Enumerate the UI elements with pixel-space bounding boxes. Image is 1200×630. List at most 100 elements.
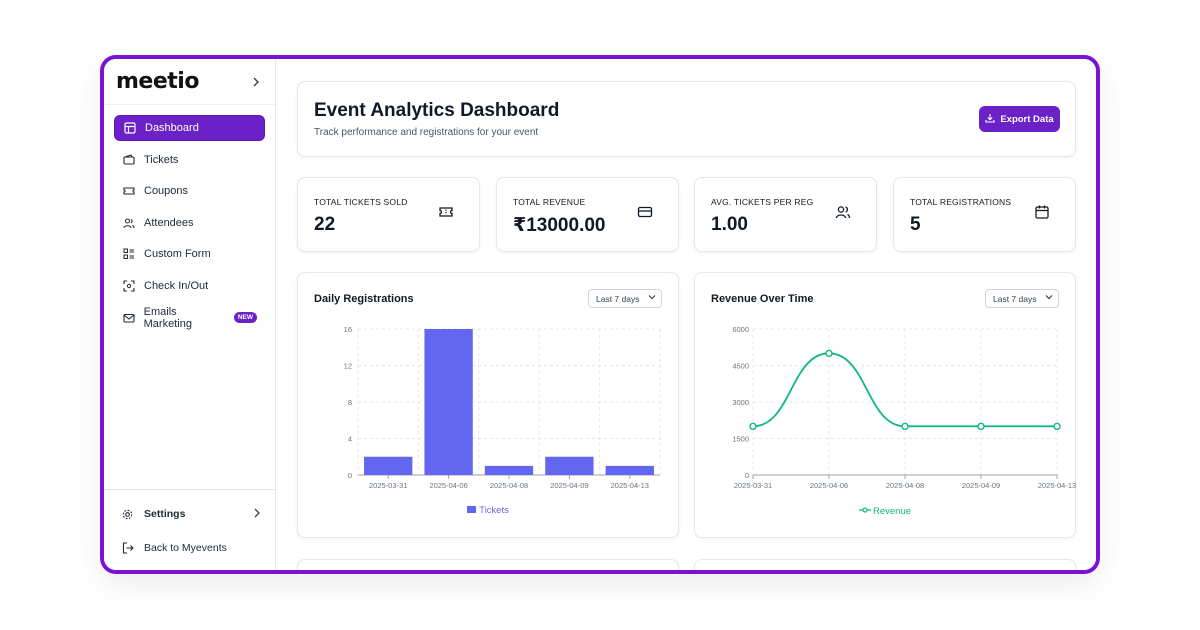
stat-card-tickets-sold: TOTAL TICKETS SOLD 22 — [297, 177, 480, 252]
y-tick-label: 12 — [344, 362, 352, 371]
sidebar: meetio Dashboard Tickets — [104, 59, 276, 570]
stat-label: TOTAL REGISTRATIONS — [910, 197, 1012, 207]
sidebar-item-custom-form[interactable]: Custom Form — [114, 241, 265, 267]
revenue-over-time-card: Revenue Over Time Last 7 days 0 1500 3000 4… — [694, 272, 1076, 538]
stat-card-avg-tickets: AVG. TICKETS PER REG 1.00 — [694, 177, 877, 252]
stat-value: ₹13000.00 — [513, 215, 606, 236]
registrations-bar-chart: 0 4 8 12 16 2025-03-31 2025-04-06 2025-04-08 202… — [344, 325, 661, 490]
x-tick-label: 2025-03-31 — [369, 481, 407, 490]
credit-card-icon — [637, 204, 653, 220]
back-label: Back to Myevents — [144, 542, 227, 554]
y-tick-label: 0 — [745, 471, 749, 480]
chart-title: Revenue Over Time — [711, 293, 814, 305]
x-tick-label: 2025-03-31 — [734, 481, 772, 490]
bar — [484, 465, 534, 475]
gear-icon — [122, 509, 134, 520]
bar — [605, 465, 654, 475]
legend-line-marker-icon — [858, 505, 871, 516]
sidebar-nav: Dashboard Tickets Coupons Attendees — [104, 105, 275, 331]
data-point — [901, 422, 909, 431]
stat-value: 1.00 — [711, 214, 748, 235]
select-value: Last 7 days — [993, 293, 1037, 304]
x-tick-label: 2025-04-06 — [429, 481, 467, 490]
page-title: Event Analytics Dashboard — [314, 100, 560, 121]
sidebar-item-emails-marketing[interactable]: Emails Marketing NEW — [114, 305, 265, 331]
x-tick-label: 2025-04-08 — [886, 481, 924, 490]
revenue-line-chart: 0 1500 3000 4500 6000 2025-03-31 2025-04-06 202… — [732, 325, 1076, 490]
calendar-icon — [1034, 204, 1050, 220]
settings-label: Settings — [144, 508, 186, 520]
app-logo[interactable]: meetio — [116, 69, 199, 94]
data-point — [1053, 422, 1061, 431]
y-tick-label: 0 — [348, 471, 352, 480]
sidebar-item-dashboard[interactable]: Dashboard — [114, 115, 265, 141]
x-tick-label: 2025-04-06 — [810, 481, 848, 490]
ticket-icon — [438, 204, 454, 220]
daily-registrations-card: Daily Registrations Last 7 days 0 4 8 12 16 2… — [297, 272, 679, 538]
scan-icon — [122, 279, 136, 293]
bar — [364, 456, 413, 475]
x-tick-label: 2025-04-13 — [1038, 481, 1076, 490]
y-tick-label: 4500 — [732, 362, 749, 371]
legend-swatch — [467, 506, 477, 513]
sidebar-header: meetio — [104, 59, 275, 105]
y-tick-label: 16 — [344, 325, 352, 334]
back-to-myevents-link[interactable]: Back to Myevents — [122, 538, 261, 558]
new-badge: NEW — [233, 312, 257, 324]
bar — [424, 329, 473, 475]
chart-title: Daily Registrations — [314, 293, 414, 305]
x-tick-label: 2025-04-09 — [962, 481, 1000, 490]
stat-card-registrations: TOTAL REGISTRATIONS 5 — [893, 177, 1076, 252]
wallet-icon — [122, 153, 136, 167]
stat-value: 22 — [314, 214, 336, 235]
sidebar-item-label: Dashboard — [145, 122, 199, 134]
sidebar-item-coupons[interactable]: Coupons — [114, 178, 265, 204]
bar — [545, 456, 594, 475]
stat-card-revenue: TOTAL REVENUE ₹13000.00 — [496, 177, 679, 252]
sidebar-item-label: Emails Marketing — [143, 305, 192, 330]
stat-label: TOTAL REVENUE — [513, 197, 586, 207]
sidebar-item-attendees[interactable]: Attendees — [114, 210, 265, 236]
y-tick-label: 8 — [348, 398, 352, 407]
chevron-down-icon — [1045, 293, 1053, 303]
bottom-card-right — [694, 559, 1076, 570]
legend-label[interactable]: Revenue — [872, 506, 912, 517]
coupon-icon — [122, 184, 136, 198]
logout-icon — [122, 542, 134, 554]
y-tick-label: 3000 — [732, 398, 749, 407]
download-icon — [985, 113, 995, 126]
settings-button[interactable]: Settings — [122, 504, 261, 524]
chevron-down-icon — [648, 293, 656, 303]
form-list-icon — [122, 247, 136, 261]
revenue-range-select[interactable]: Last 7 days — [985, 289, 1059, 308]
chevron-right-icon — [253, 508, 261, 521]
revenue-series-line — [752, 352, 1057, 428]
export-data-button[interactable]: Export Data — [979, 106, 1060, 132]
users-icon — [835, 204, 851, 220]
sidebar-item-label: Custom Form — [144, 248, 211, 261]
x-tick-label: 2025-04-08 — [490, 481, 528, 490]
y-tick-label: 4 — [348, 435, 352, 444]
sidebar-item-tickets[interactable]: Tickets — [114, 147, 265, 173]
stat-value: 5 — [910, 214, 921, 235]
sidebar-item-label: Tickets — [144, 153, 179, 166]
registrations-range-select[interactable]: Last 7 days — [588, 289, 662, 308]
sidebar-item-label: Attendees — [144, 216, 194, 229]
y-tick-label: 1500 — [732, 435, 749, 444]
data-point — [977, 422, 985, 431]
header-card: Event Analytics Dashboard Track performa… — [297, 81, 1076, 157]
stat-label: TOTAL TICKETS SOLD — [314, 197, 408, 207]
main-content: Event Analytics Dashboard Track performa… — [276, 59, 1096, 570]
chart-legend: Tickets — [298, 505, 678, 516]
sidebar-footer: Settings Back to Myevents — [104, 489, 275, 570]
sidebar-item-check-in-out[interactable]: Check In/Out — [114, 273, 265, 299]
y-tick-label: 6000 — [732, 325, 749, 334]
collapse-chevron-icon[interactable] — [251, 74, 261, 90]
sidebar-item-label: Check In/Out — [144, 279, 209, 292]
data-point — [749, 422, 757, 431]
legend-label[interactable]: Tickets — [479, 505, 509, 516]
x-tick-label: 2025-04-13 — [611, 481, 649, 490]
x-tick-label: 2025-04-09 — [550, 481, 588, 490]
sidebar-item-label: Coupons — [144, 185, 189, 198]
bottom-card-left — [297, 559, 679, 570]
